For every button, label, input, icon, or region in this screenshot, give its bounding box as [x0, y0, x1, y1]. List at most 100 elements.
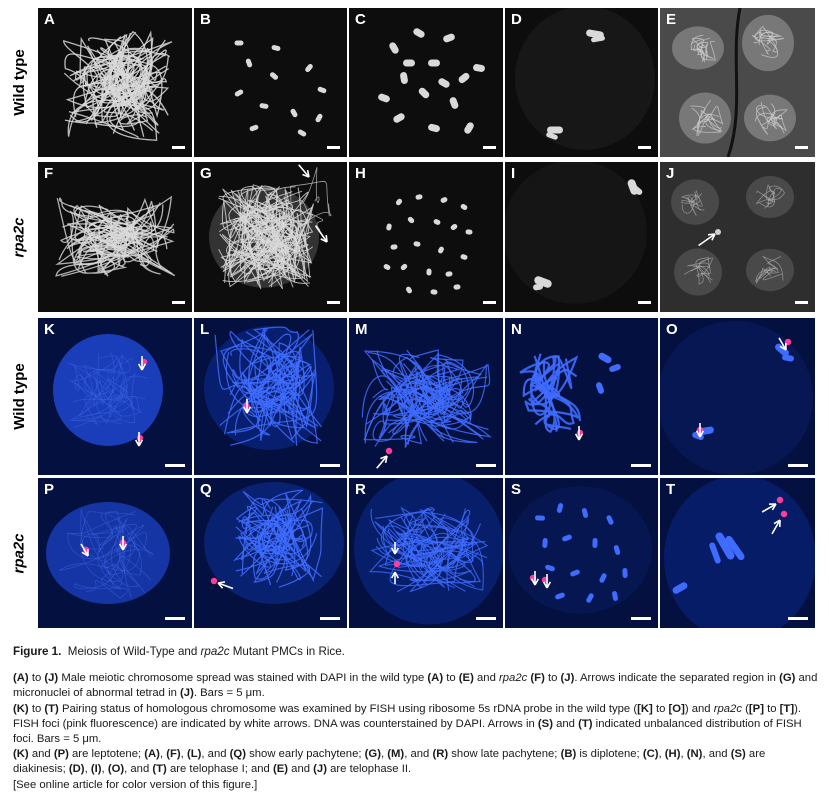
- arrow-head: [137, 363, 147, 371]
- fish-focus: [385, 447, 393, 455]
- arrow-head: [81, 548, 89, 557]
- chromosome-thread: [80, 511, 154, 583]
- univalent-chromosome: [460, 254, 468, 260]
- bivalent-chromosome: [259, 103, 269, 109]
- univalent-chromosome: [453, 284, 461, 290]
- chromosome-thread: [681, 195, 698, 217]
- chromosome-thread: [524, 353, 580, 419]
- scale-bar: [638, 301, 651, 304]
- scale-bar: [483, 301, 496, 304]
- chromosome-thread: [691, 99, 712, 136]
- bivalent-chromosome: [438, 78, 450, 88]
- chromosome-group: [598, 352, 612, 364]
- arrow-head: [707, 233, 716, 241]
- arrow-shaft: [314, 225, 328, 243]
- chromosome-thread: [55, 211, 175, 265]
- univalent-chromosome: [433, 219, 441, 225]
- bivalent-chromosome: [581, 508, 589, 518]
- chromosome-thread: [755, 266, 778, 285]
- figure-caption: Figure 1. Meiosis of Wild-Type and rpa2c…: [13, 644, 818, 793]
- micrograph-image: [383, 194, 473, 295]
- arrow-head: [390, 571, 400, 579]
- bivalent-chromosome: [443, 33, 455, 43]
- micrograph-image: [660, 8, 815, 157]
- bivalent-chromosome: [305, 63, 313, 73]
- bivalent-chromosome: [418, 87, 430, 99]
- chromosome-thread: [245, 348, 305, 441]
- chromosome-thread: [519, 361, 560, 431]
- micrograph-panel-i: I: [505, 162, 658, 312]
- nucleus: [53, 333, 163, 447]
- panel-label: P: [44, 481, 55, 498]
- micrograph-image: [361, 349, 493, 469]
- arrow-icon: [695, 423, 705, 438]
- bivalent-chromosome: [271, 44, 281, 52]
- arrow-icon: [698, 233, 716, 247]
- bivalent-chromosome: [542, 538, 548, 548]
- panel-label: C: [355, 11, 366, 28]
- univalent-chromosome: [407, 216, 415, 224]
- chromosome-thread: [373, 380, 468, 430]
- row-label-text: Wild type: [10, 49, 28, 116]
- univalent-chromosome: [445, 271, 453, 277]
- scale-bar: [165, 464, 185, 467]
- arrow-head: [773, 519, 781, 528]
- chromosome-group: [533, 283, 543, 291]
- chromosome-thread: [222, 345, 312, 414]
- bivalent-chromosome: [556, 503, 564, 513]
- chromosome-thread: [229, 330, 316, 441]
- chromosome-thread: [235, 519, 294, 568]
- chromosome-thread: [690, 257, 713, 285]
- bivalent-chromosome: [249, 124, 259, 132]
- bivalent-chromosome: [535, 515, 545, 521]
- bivalent-chromosome: [234, 40, 244, 46]
- chromosome-group: [547, 126, 563, 134]
- arrow-head: [695, 430, 705, 438]
- chromosome-thread: [692, 37, 711, 53]
- micrograph-panel-d: D: [505, 8, 658, 157]
- scale-bar: [788, 617, 808, 620]
- caption-paragraph-2: (K) to (T) Pairing status of homologous …: [13, 702, 802, 746]
- arrow-head: [134, 439, 144, 447]
- univalent-chromosome: [430, 289, 438, 295]
- arrow-head: [779, 342, 787, 351]
- chromosome-thread: [73, 47, 153, 109]
- micrograph-image: [204, 482, 344, 604]
- chromosome-thread: [377, 374, 488, 443]
- micrograph-image: [53, 333, 163, 447]
- nucleus: [671, 179, 719, 225]
- fish-focus: [393, 560, 401, 568]
- univalent-chromosome: [395, 198, 403, 206]
- micrograph-image: [354, 478, 503, 625]
- micronucleus: [715, 229, 721, 235]
- chromosome-thread: [78, 354, 143, 416]
- chromosome-group: [775, 343, 789, 357]
- bivalent-chromosome: [562, 534, 572, 542]
- univalent-chromosome: [383, 264, 391, 270]
- chromosome-thread: [99, 512, 142, 576]
- arrow-shaft: [761, 503, 777, 513]
- chromosome-thread: [371, 358, 487, 415]
- chromosome-thread: [680, 190, 705, 211]
- chromosome-thread: [363, 350, 478, 435]
- chromosome-thread: [755, 184, 775, 209]
- bivalent-chromosome: [403, 59, 415, 67]
- arrow-icon: [118, 536, 128, 551]
- bivalent-chromosome: [315, 113, 323, 123]
- bivalent-chromosome: [269, 72, 279, 80]
- arrow-icon: [134, 432, 144, 447]
- arrow-icon: [242, 399, 252, 414]
- chromosome-thread: [80, 509, 152, 593]
- arrow-shaft: [778, 337, 787, 351]
- chromosome-group: [591, 35, 605, 43]
- chromosome-thread: [762, 256, 783, 281]
- chromosome-thread: [74, 518, 128, 599]
- bivalent-chromosome: [545, 564, 555, 572]
- chromosome-group: [672, 582, 688, 594]
- micrograph-image: [664, 478, 815, 628]
- chromosome-thread: [528, 355, 560, 416]
- bivalent-chromosome: [570, 569, 580, 577]
- bivalent-chromosome: [622, 568, 628, 578]
- bivalent-chromosome: [389, 42, 399, 54]
- arrow-icon: [761, 503, 777, 513]
